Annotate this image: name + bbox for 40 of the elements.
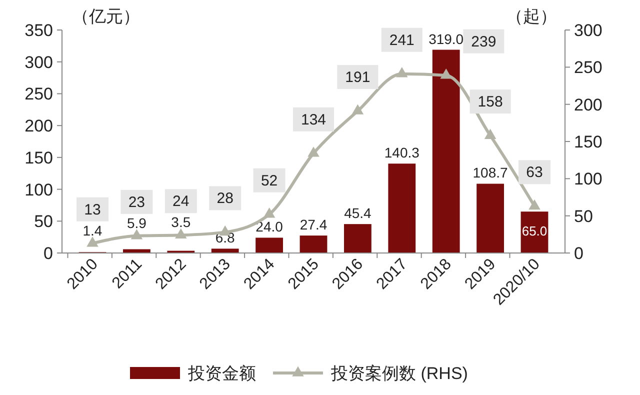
y-tick-label: 350	[24, 21, 53, 40]
data-label: 23	[128, 194, 146, 211]
legend-label: 投资案例数 (RHS)	[330, 364, 468, 383]
legend-label: 投资金额	[187, 364, 256, 383]
y2-axis-title: （起）	[506, 7, 557, 26]
y-tick-label: 100	[24, 180, 53, 200]
data-label: 241	[389, 32, 414, 49]
y-tick-label: 150	[24, 148, 53, 168]
y-axis-title: （亿元）	[72, 7, 140, 26]
data-label: 24	[172, 193, 190, 210]
y2-tick-label: 200	[574, 95, 602, 114]
y-tick-label: 250	[24, 84, 53, 104]
data-label: 63	[526, 164, 543, 182]
data-label: 239	[471, 33, 496, 50]
data-label: 27.4	[300, 216, 328, 233]
y-tick-label: 200	[24, 116, 53, 136]
data-label: 28	[216, 190, 234, 208]
data-label: 3.5	[171, 214, 191, 230]
data-label: 65.0	[522, 224, 548, 239]
data-label: 24.0	[256, 218, 284, 235]
data-label: 134	[300, 111, 326, 128]
y2-tick-label: 0	[574, 244, 584, 263]
y2-tick-label: 50	[574, 206, 593, 226]
y2-tick-label: 100	[574, 170, 602, 189]
y-tick-label: 0	[44, 244, 53, 263]
data-label: 140.3	[384, 144, 420, 161]
data-label: 319.0	[428, 30, 464, 47]
data-label: 191	[345, 69, 370, 86]
y-tick-label: 50	[34, 212, 53, 232]
data-label: 158	[478, 94, 503, 111]
y2-tick-label: 250	[574, 58, 602, 78]
data-label: 5.9	[126, 214, 147, 231]
y-tick-label: 300	[24, 52, 53, 72]
y2-tick-label: 300	[574, 21, 602, 40]
y2-tick-label: 150	[574, 132, 602, 152]
data-label: 1.4	[82, 222, 102, 238]
data-label: 13	[84, 201, 101, 218]
data-label: 45.4	[344, 205, 372, 222]
data-label: 52	[260, 172, 278, 190]
data-label: 108.7	[472, 164, 508, 181]
